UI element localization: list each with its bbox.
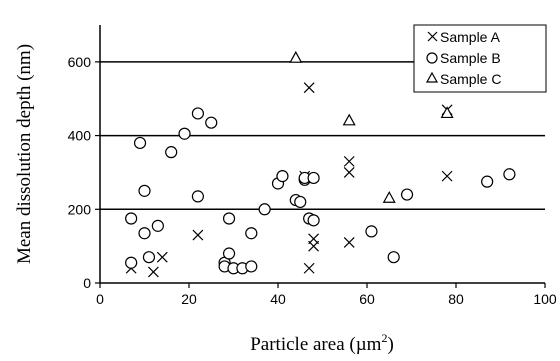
point-sample-a-1 [147,266,159,278]
point-sample-b-9 [191,107,204,120]
point-sample-b-18 [245,260,258,273]
x-tick-label-20: 20 [181,291,197,307]
legend-marker-x [427,31,438,42]
axes [99,25,545,284]
point-sample-c-1 [342,113,356,126]
y-tick-label-200: 200 [68,201,92,217]
point-sample-b-32 [400,188,414,201]
point-sample-c-3 [440,106,454,119]
point-sample-b-3 [138,184,151,197]
point-sample-b-8 [178,127,191,140]
legend-entry-sample-a: Sample A [427,29,501,45]
legend-label-sample-b: Sample B [440,50,501,66]
point-sample-b-22 [276,170,289,183]
y-tick-label-400: 400 [68,128,92,144]
point-sample-b-4 [138,227,151,240]
point-sample-b-33 [481,175,494,188]
point-sample-b-29 [307,214,320,227]
y-tick-label-0: 0 [83,275,91,291]
x-tick-label-80: 80 [448,291,464,307]
x-tick-label-60: 60 [359,291,375,307]
point-sample-a-12 [441,170,453,182]
data-points [125,50,516,278]
x-axis-title-tail: ) [387,334,393,355]
legend-entry-sample-b: Sample B [426,50,501,66]
x-axis-title-main: Particle area (µm [250,334,381,355]
point-sample-b-15 [222,247,236,260]
point-sample-b-20 [258,203,271,216]
point-sample-b-19 [245,227,258,240]
point-sample-b-6 [151,219,164,232]
x-axis-title-sup: 2 [381,331,387,345]
point-sample-b-24 [294,195,307,209]
x-tick-label-0: 0 [96,291,104,307]
point-sample-b-2 [133,136,147,150]
point-sample-b-10 [191,190,204,203]
point-sample-b-0 [125,212,138,225]
legend: Sample A Sample B Sample C [413,24,547,93]
point-sample-b-31 [387,251,400,264]
point-sample-c-0 [289,50,303,63]
point-sample-a-9 [343,155,355,167]
y-axis-title: Mean dissolution depth (nm) [14,44,35,264]
point-sample-b-30 [365,225,378,238]
x-axis-title: Particle area (µm2) [250,331,394,355]
point-sample-a-10 [343,167,355,178]
y-ticks: 0 200 400 600 [68,54,100,291]
x-ticks: 0 20 40 60 80 100 [96,283,557,307]
y-tick-label-600: 600 [68,54,92,70]
point-sample-b-14 [222,212,236,225]
x-tick-label-40: 40 [270,291,286,307]
point-sample-a-5 [303,82,315,94]
point-sample-a-8 [308,233,320,245]
point-sample-b-5 [142,251,156,264]
point-sample-b-34 [503,168,516,181]
point-sample-b-11 [205,116,218,129]
point-sample-b-27 [307,171,320,185]
point-sample-a-2 [156,251,168,263]
legend-marker-circle [426,52,438,64]
legend-entry-sample-c: Sample C [425,71,501,87]
point-sample-b-1 [125,256,138,269]
point-sample-a-3 [192,229,204,241]
point-sample-a-11 [343,237,355,248]
legend-marker-triangle [425,71,439,83]
point-sample-c-2 [382,190,396,203]
point-sample-a-6 [303,262,315,274]
x-tick-label-100: 100 [533,291,557,307]
point-sample-b-7 [165,146,178,159]
legend-label-sample-a: Sample A [440,29,501,45]
legend-label-sample-c: Sample C [440,71,501,87]
